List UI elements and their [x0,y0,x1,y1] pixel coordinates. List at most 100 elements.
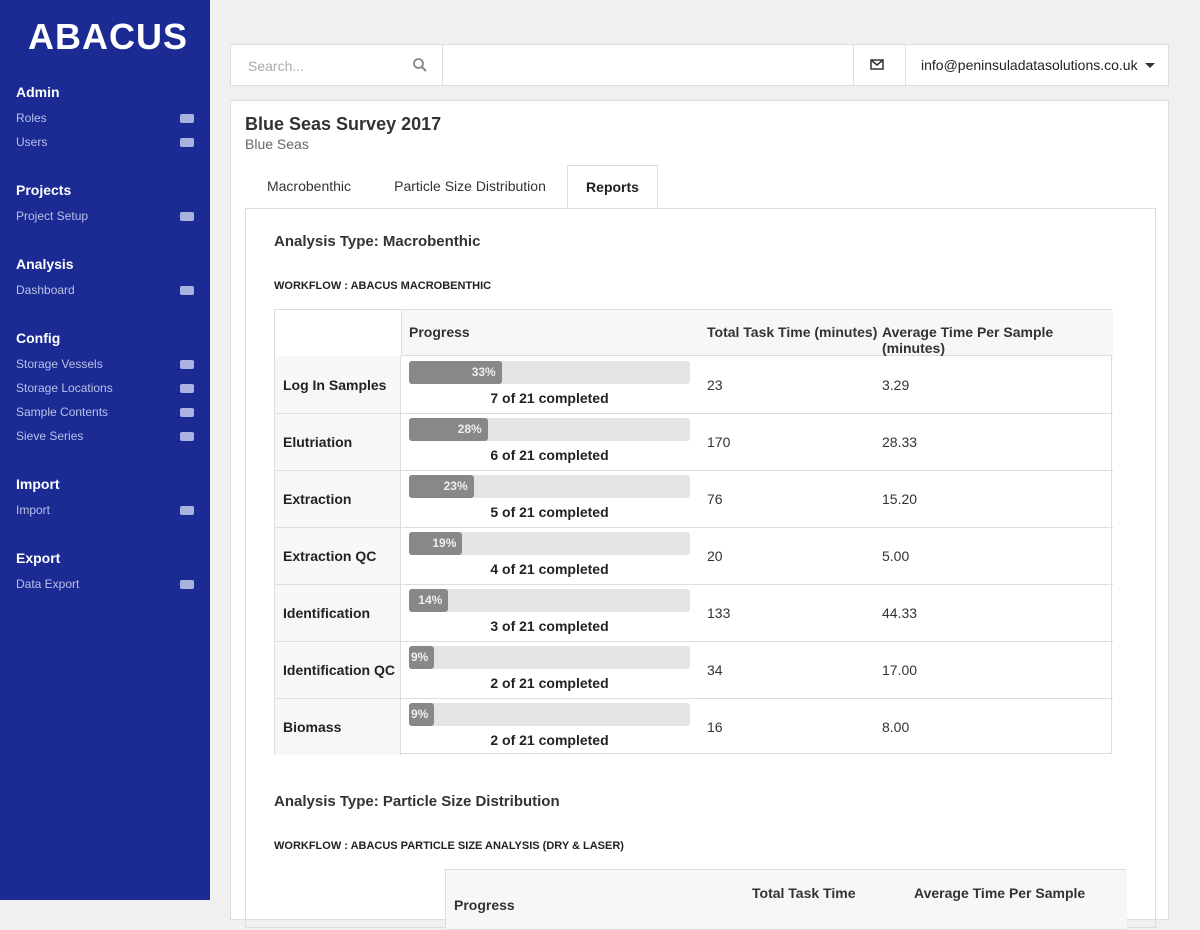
nav-icon [180,212,194,221]
progress-track: 9% [409,646,690,669]
nav-section-title: Export [16,550,61,566]
total-time: 133 [707,604,731,621]
average-time: 15.20 [882,490,918,507]
progress-label: 9% [410,650,429,664]
row-border [401,413,1113,414]
progress-label: 19% [432,536,457,550]
column-header: Progress [454,897,515,913]
nav-icon [180,384,194,393]
task-name: Identification QC [283,661,395,678]
task-cell [275,527,401,584]
completed-count: 4 of 21 completed [490,561,609,577]
average-time: 5.00 [882,547,910,564]
search-input[interactable]: Search... [248,58,305,74]
total-time: 170 [707,433,731,450]
workflow-label: WORKFLOW : ABACUS PARTICLE SIZE ANALYSIS… [274,840,624,852]
progress-track: 23% [409,475,690,498]
task-cell [275,356,401,413]
sidebar: ABACUS Admin Roles Users Projects Project Se… [0,0,210,900]
tab[interactable]: Particle Size Distribution [394,178,546,194]
progress-fill: 14% [409,589,449,612]
total-time: 23 [707,376,723,393]
tab[interactable]: Reports [567,165,658,208]
nav-section-title: Config [16,330,61,346]
column-header: Total Task Time [752,885,856,901]
nav-item[interactable]: Storage Locations [16,381,113,395]
nav-icon [180,408,194,417]
nav-item[interactable]: Data Export [16,577,80,591]
tab[interactable]: Macrobenthic [266,178,352,194]
completed-count: 3 of 21 completed [490,618,609,634]
table-header [401,310,1113,356]
section-heading: Analysis Type: Particle Size Distributio… [274,793,560,810]
caret[interactable] [1145,63,1155,69]
nav-item[interactable]: Project Setup [16,209,89,223]
progress-track: 33% [409,361,690,384]
section-heading: Analysis Type: Macrobenthic [274,233,481,250]
page: ABACUS Admin Roles Users Projects Project Se… [0,0,1169,930]
row-border [401,356,1113,357]
report-table: Progress Total Task Time Average Time Per … [445,869,1127,930]
task-cell [275,698,401,755]
nav-item[interactable]: Dashboard [16,283,75,297]
logo[interactable]: ABACUS [28,16,189,57]
project-subtitle: Blue Seas [245,136,309,152]
nav-item[interactable]: Users [16,135,48,149]
task-cell [275,413,401,470]
row-border [401,698,1113,699]
nav-icon [180,580,194,589]
row-border [401,641,1113,642]
nav-icon [180,506,194,515]
column-header: Total Task Time (minutes) [707,324,878,340]
search-icon[interactable] [413,58,427,72]
average-time: 3.29 [882,376,910,393]
completed-count: 2 of 21 completed [490,732,609,748]
progress-fill: 9% [409,646,435,669]
nav-item[interactable]: Roles [16,111,47,125]
task-name: Elutriation [283,433,353,450]
row-border [401,527,1113,528]
completed-count: 5 of 21 completed [490,504,609,520]
progress-fill: 23% [409,475,474,498]
completed-count: 6 of 21 completed [490,447,609,463]
nav-item[interactable]: Sieve Series [16,429,84,443]
average-time: 8.00 [882,718,910,735]
mail-icon[interactable] [870,59,884,70]
task-name: Biomass [283,718,342,735]
top-bar: Search... info@peninsuladatasolutions.co… [230,44,1169,86]
row-border [401,584,1113,585]
nav-section-title: Analysis [16,256,74,272]
report-table: Progress Total Task Time (minutes) Average… [274,309,1113,755]
nav-icon [180,286,194,295]
divider [905,45,906,85]
task-name: Extraction QC [283,547,377,564]
divider [853,45,854,85]
completed-count: 7 of 21 completed [490,390,609,406]
nav-item[interactable]: Storage Vessels [16,357,103,371]
task-cell [275,641,401,698]
nav-icon [180,360,194,369]
progress-fill: 33% [409,361,502,384]
divider [442,45,443,85]
progress-label: 9% [410,707,429,721]
average-time: 17.00 [882,661,918,678]
user-email[interactable]: info@peninsuladatasolutions.co.uk [921,57,1138,73]
task-cell [275,470,401,527]
column-header: Average Time Per Sample [914,885,1086,901]
task-cell [275,584,401,641]
progress-label: 33% [471,365,496,379]
column-header: Average Time Per Sample (minutes) [882,324,1054,356]
progress-fill: 9% [409,703,435,726]
progress-track: 28% [409,418,690,441]
progress-track: 14% [409,589,690,612]
nav-item[interactable]: Import [16,503,51,517]
nav-section-title: Admin [16,84,60,100]
project-title: Blue Seas Survey 2017 [245,114,442,134]
nav-icon [180,138,194,147]
nav-icon [180,432,194,441]
nav-item[interactable]: Sample Contents [16,405,109,419]
row-border [401,470,1113,471]
average-time: 44.33 [882,604,918,621]
progress-fill: 28% [409,418,488,441]
completed-count: 2 of 21 completed [490,675,609,691]
